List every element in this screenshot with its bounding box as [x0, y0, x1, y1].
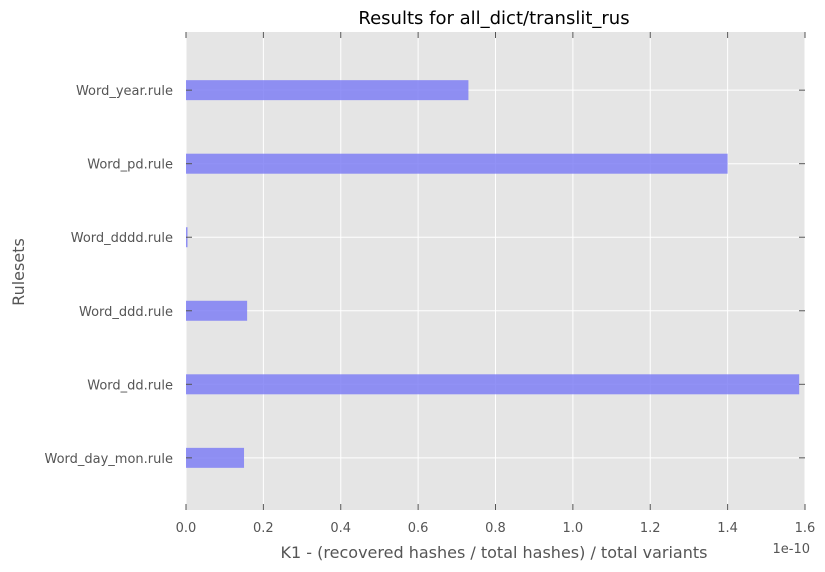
bar: [186, 447, 245, 468]
y-tick-label: Word_day_mon.rule: [44, 452, 173, 467]
bar: [186, 374, 800, 395]
x-tick-label: 1.0: [563, 521, 584, 536]
x-tick-label: 0.8: [485, 521, 506, 536]
y-tick-label: Word_dddd.rule: [71, 231, 173, 246]
y-tick-label: Word_dd.rule: [87, 378, 173, 393]
x-tick-label: 0.6: [408, 521, 429, 536]
x-tick-label: 1.6: [795, 521, 816, 536]
x-tick-label: 0.0: [176, 521, 197, 536]
y-tick-label: Word_pd.rule: [87, 158, 173, 173]
y-tick-labels: Word_day_mon.rule Word_dd.rule Word_ddd.ru…: [44, 84, 173, 467]
bars: [186, 80, 800, 468]
bar: [186, 300, 248, 321]
x-tick-label: 1.2: [640, 521, 661, 536]
x-tick-labels: 0.0 0.2 0.4 0.6 0.8 1.0 1.2 1.4 1.6: [176, 521, 816, 536]
y-tick-label: Word_ddd.rule: [79, 305, 173, 320]
y-tick-label: Word_year.rule: [76, 84, 173, 99]
bar: [186, 80, 469, 101]
chart-title: Results for all_dict/translit_rus: [358, 8, 629, 29]
x-tick-label: 0.2: [253, 521, 274, 536]
axis-ticks: [185, 32, 806, 510]
x-tick-label: 0.4: [330, 521, 351, 536]
y-axis-label: Rulesets: [9, 238, 28, 306]
x-axis-label: K1 - (recovered hashes / total hashes) /…: [281, 543, 708, 562]
x-offset-label: 1e-10: [772, 542, 810, 557]
bar: [186, 153, 728, 174]
x-tick-label: 1.4: [717, 521, 738, 536]
